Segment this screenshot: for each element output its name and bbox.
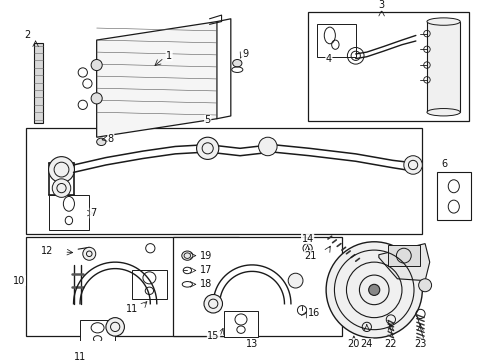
- Text: 18: 18: [200, 279, 212, 289]
- Polygon shape: [378, 244, 429, 281]
- Text: 16: 16: [307, 308, 319, 318]
- Text: 5: 5: [204, 115, 210, 125]
- Text: 8: 8: [107, 134, 114, 144]
- Bar: [132, 270, 166, 299]
- Circle shape: [82, 247, 96, 260]
- Text: 9: 9: [242, 49, 247, 59]
- Bar: [316, 24, 355, 57]
- Text: 19: 19: [200, 251, 212, 261]
- Ellipse shape: [182, 251, 192, 260]
- Bar: [426, 22, 459, 112]
- Polygon shape: [97, 22, 217, 137]
- Circle shape: [287, 273, 303, 288]
- Text: 22: 22: [384, 339, 396, 349]
- Bar: [387, 246, 420, 266]
- Bar: [80, 320, 115, 348]
- Text: 11: 11: [125, 304, 138, 314]
- Text: 12: 12: [41, 246, 53, 256]
- Circle shape: [203, 294, 222, 313]
- Bar: [224, 311, 257, 337]
- Text: 2: 2: [24, 31, 30, 40]
- Text: 7: 7: [90, 208, 96, 218]
- Circle shape: [418, 279, 431, 292]
- Bar: [26, 128, 422, 234]
- Ellipse shape: [97, 138, 106, 145]
- Text: 21: 21: [304, 251, 316, 261]
- Bar: [436, 172, 470, 220]
- Text: 24: 24: [360, 339, 372, 349]
- Text: 10: 10: [13, 276, 25, 285]
- Text: 11: 11: [74, 352, 86, 360]
- Circle shape: [52, 179, 71, 197]
- Circle shape: [258, 137, 277, 156]
- Text: 23: 23: [413, 339, 426, 349]
- Bar: [307, 12, 468, 121]
- Text: 1: 1: [166, 51, 172, 61]
- Text: 13: 13: [245, 339, 258, 349]
- Circle shape: [48, 157, 74, 183]
- Circle shape: [91, 59, 102, 71]
- Text: 20: 20: [347, 339, 359, 349]
- Polygon shape: [34, 43, 43, 123]
- Bar: [172, 237, 341, 336]
- Ellipse shape: [232, 59, 242, 67]
- Circle shape: [106, 318, 124, 336]
- Circle shape: [403, 156, 422, 174]
- Text: 6: 6: [441, 159, 447, 169]
- Ellipse shape: [426, 108, 459, 116]
- Bar: [48, 194, 89, 230]
- Text: 4: 4: [325, 54, 331, 64]
- Text: 3: 3: [378, 0, 384, 10]
- Circle shape: [196, 137, 218, 159]
- Text: 17: 17: [200, 265, 212, 275]
- Circle shape: [91, 93, 102, 104]
- Text: 15: 15: [207, 331, 219, 341]
- Ellipse shape: [426, 18, 459, 25]
- Circle shape: [325, 242, 422, 338]
- Circle shape: [368, 284, 379, 296]
- Text: 14: 14: [301, 234, 313, 244]
- Bar: [26, 237, 239, 336]
